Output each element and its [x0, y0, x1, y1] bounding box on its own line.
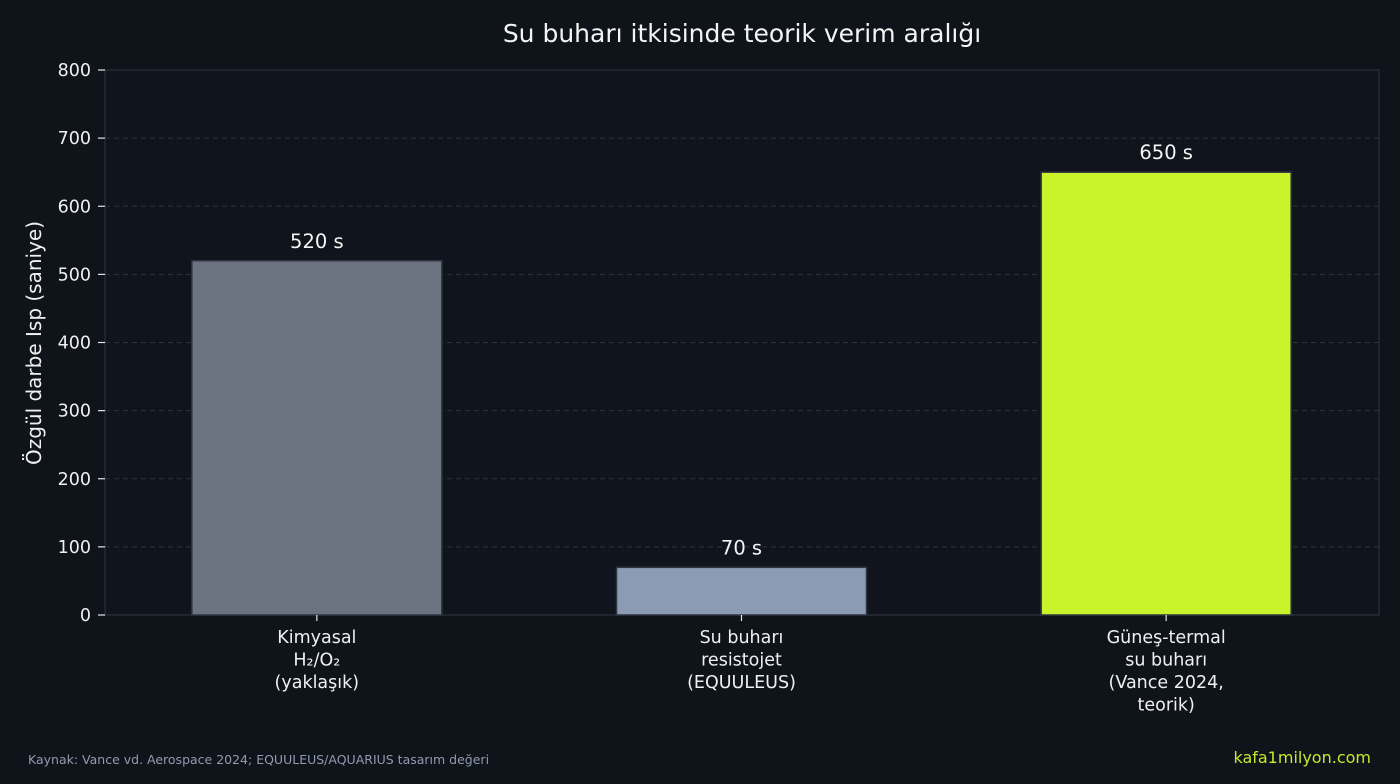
y-tick-label: 300 [58, 402, 91, 422]
source-note: Kaynak: Vance vd. Aerospace 2024; EQUULE… [28, 752, 490, 767]
labels: 520 s 70 s 650 s [290, 141, 1193, 559]
bar [615, 566, 868, 616]
chart-title: Su buharı itkisinde teorik verim aralığı [503, 19, 981, 48]
y-axis-label: Özgül darbe Isp (saniye) [22, 221, 46, 465]
bar [191, 260, 443, 616]
category-label-line: (Vance 2024, [1109, 673, 1224, 693]
category-label-line: teorik) [1137, 696, 1194, 716]
category-label: Güneş-termal su buharı (Vance 2024, teorik) [1107, 628, 1226, 716]
category-label-line: (yaklaşık) [275, 673, 360, 693]
y-tick-label: 0 [80, 606, 91, 626]
category-label-line: H₂/O₂ [293, 651, 340, 671]
y-tick-label: 100 [58, 538, 91, 558]
y-tick-label: 600 [58, 197, 91, 217]
category-label-line: Güneş-termal [1107, 628, 1226, 648]
y-tick-label: 200 [58, 470, 91, 490]
category-label: Kimyasal H₂/O₂ (yaklaşık) [275, 628, 360, 693]
bar-value-label: 650 s [1139, 141, 1193, 164]
category-label-line: resistojet [701, 651, 782, 671]
y-tick-label: 800 [58, 61, 91, 81]
bar-value-label: 520 s [290, 230, 344, 253]
category-label: Su buharı resistojet (EQUULEUS) [687, 628, 796, 693]
bar-value-label: 70 s [721, 536, 762, 559]
y-tick-label: 400 [58, 334, 91, 354]
y-tick-label: 500 [58, 265, 91, 285]
category-label-line: (EQUULEUS) [687, 673, 796, 693]
bars [191, 171, 1292, 616]
category-label-line: Kimyasal [277, 628, 356, 648]
brand-link[interactable]: kafa1milyon.com [1233, 748, 1371, 767]
category-label-line: su buharı [1125, 651, 1207, 671]
category-label-line: Su buharı [700, 628, 784, 648]
axes: 0 100 200 300 400 500 600 700 800 Kimyasal H₂/O₂ (y… [58, 61, 1226, 716]
bar [1040, 171, 1292, 616]
y-tick-label: 700 [58, 129, 91, 149]
